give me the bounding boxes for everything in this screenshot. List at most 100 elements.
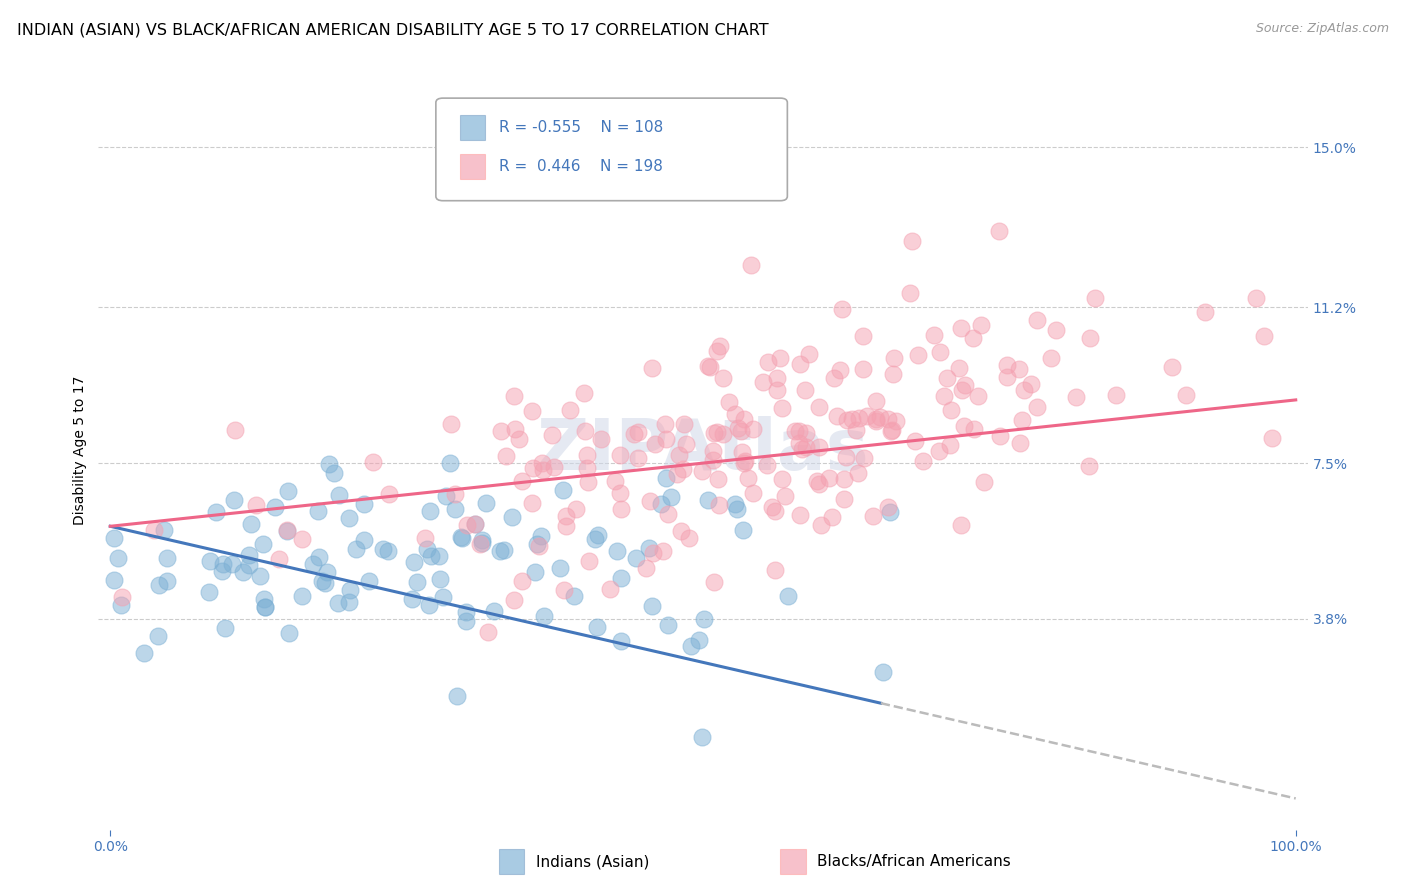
Point [865,393,887,408]
Point [419,504,441,518]
Point [883,351,905,365]
Point [949,518,972,533]
Point [254,600,277,615]
Text: Indians (Asian): Indians (Asian) [536,855,650,869]
Point [797,347,820,361]
Point [692,730,714,744]
Point [702,453,724,467]
Point [711,371,734,385]
Point [737,471,759,485]
Point [934,389,956,403]
Point [489,544,512,558]
Point [807,400,830,414]
Point [922,327,945,342]
Point [825,409,848,423]
Point [742,486,765,500]
Point [907,348,929,362]
Point [794,425,817,440]
Point [627,425,650,440]
Point [1064,390,1087,404]
Point [278,626,301,640]
Point [339,582,361,597]
Point [156,574,179,589]
Point [724,497,747,511]
Point [741,422,763,436]
Point [973,475,995,489]
Point [758,355,780,369]
Point [730,424,752,438]
Point [778,589,800,603]
Point [1010,435,1032,450]
Point [997,369,1019,384]
Point [832,472,855,486]
Point [949,320,972,334]
Point [783,424,806,438]
Point [936,371,959,385]
Point [856,409,879,423]
Point [505,422,527,436]
Point [153,524,176,538]
Point [794,441,817,455]
Point [835,412,858,426]
Point [575,461,598,475]
Point [531,463,554,477]
Point [706,425,728,440]
Point [790,442,813,457]
Point [659,490,682,504]
Point [1084,291,1107,305]
Point [995,358,1018,372]
Point [666,467,689,482]
Point [761,500,783,514]
Point [477,624,499,639]
Point [733,456,755,470]
Point [1161,360,1184,375]
Point [841,411,863,425]
Point [540,428,562,442]
Point [609,571,631,585]
Point [627,451,650,466]
Point [576,475,599,490]
Point [543,460,565,475]
Point [522,460,544,475]
Point [456,517,478,532]
Point [337,595,360,609]
Point [107,551,129,566]
Point [668,448,690,462]
Point [495,449,517,463]
Point [264,500,287,514]
Text: INDIAN (ASIAN) VS BLACK/AFRICAN AMERICAN DISABILITY AGE 5 TO 17 CORRELATION CHAR: INDIAN (ASIAN) VS BLACK/AFRICAN AMERICAN… [17,22,769,37]
Text: Blacks/African Americans: Blacks/African Americans [817,855,1011,869]
Point [314,575,336,590]
Point [432,590,454,604]
Point [672,462,695,476]
Point [609,448,631,462]
Point [1011,413,1033,427]
Point [1253,329,1275,343]
Point [588,528,610,542]
Point [451,531,474,545]
Point [454,605,477,619]
Point [638,494,661,508]
Point [766,371,789,385]
Point [522,403,544,417]
Point [1012,383,1035,397]
Point [886,415,908,429]
Point [672,417,695,431]
Point [699,359,721,374]
Point [222,492,245,507]
Point [471,533,494,547]
Point [1105,387,1128,401]
Point [1194,305,1216,319]
Point [834,491,856,506]
Point [928,345,950,359]
Point [603,474,626,488]
Point [963,422,986,436]
Point [763,504,786,518]
Point [574,385,596,400]
Text: ZIPAtlas: ZIPAtlas [537,416,869,485]
Point [707,472,730,486]
Point [853,450,876,465]
Point [434,489,457,503]
Point [690,464,713,478]
Point [810,517,832,532]
